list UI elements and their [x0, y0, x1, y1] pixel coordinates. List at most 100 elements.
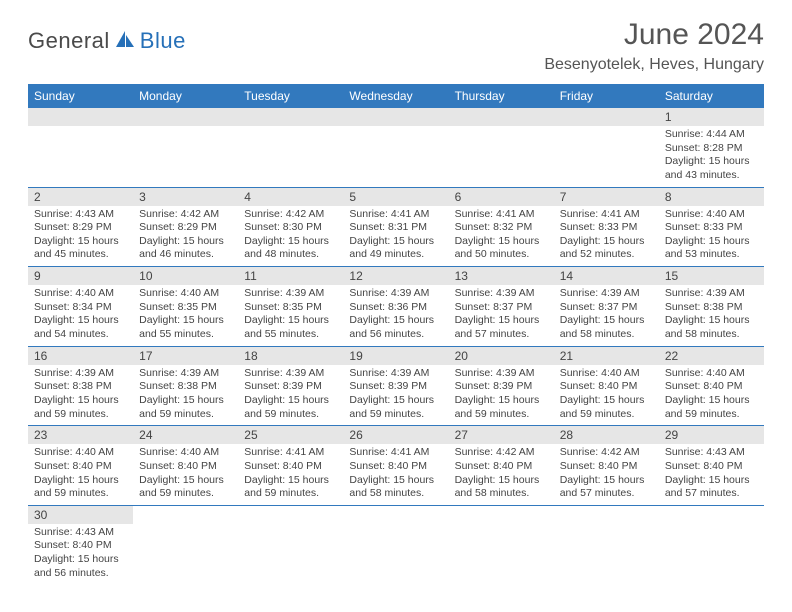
- day-number: 7: [554, 188, 659, 206]
- title-block: June 2024 Besenyotelek, Heves, Hungary: [544, 18, 764, 74]
- day-number: 22: [659, 347, 764, 365]
- day-details: Sunrise: 4:42 AMSunset: 8:40 PMDaylight:…: [449, 444, 554, 505]
- day-details: Sunrise: 4:39 AMSunset: 8:39 PMDaylight:…: [449, 365, 554, 426]
- weekday-header: Saturday: [659, 84, 764, 108]
- daylight-text: Daylight: 15 hours and 58 minutes.: [560, 314, 653, 341]
- sunset-text: Sunset: 8:29 PM: [139, 221, 232, 235]
- calendar-day-cell: 19Sunrise: 4:39 AMSunset: 8:39 PMDayligh…: [343, 346, 448, 426]
- day-details: Sunrise: 4:39 AMSunset: 8:38 PMDaylight:…: [28, 365, 133, 426]
- sunrise-text: Sunrise: 4:39 AM: [349, 367, 442, 381]
- calendar-day-cell: 8Sunrise: 4:40 AMSunset: 8:33 PMDaylight…: [659, 187, 764, 267]
- sunrise-text: Sunrise: 4:40 AM: [139, 446, 232, 460]
- daylight-text: Daylight: 15 hours and 58 minutes.: [349, 474, 442, 501]
- calendar-day-cell: [238, 108, 343, 187]
- calendar-week-row: 9Sunrise: 4:40 AMSunset: 8:34 PMDaylight…: [28, 267, 764, 347]
- calendar-day-cell: [133, 108, 238, 187]
- calendar-week-row: 30Sunrise: 4:43 AMSunset: 8:40 PMDayligh…: [28, 505, 764, 584]
- sunrise-text: Sunrise: 4:40 AM: [34, 287, 127, 301]
- sunset-text: Sunset: 8:29 PM: [34, 221, 127, 235]
- logo-text-blue: Blue: [140, 28, 186, 54]
- empty-day-header: [133, 108, 238, 126]
- calendar-day-cell: 17Sunrise: 4:39 AMSunset: 8:38 PMDayligh…: [133, 346, 238, 426]
- calendar-day-cell: 28Sunrise: 4:42 AMSunset: 8:40 PMDayligh…: [554, 426, 659, 506]
- sunset-text: Sunset: 8:40 PM: [665, 460, 758, 474]
- sunrise-text: Sunrise: 4:39 AM: [665, 287, 758, 301]
- day-number: 20: [449, 347, 554, 365]
- day-number: 30: [28, 506, 133, 524]
- sunrise-text: Sunrise: 4:41 AM: [560, 208, 653, 222]
- sunrise-text: Sunrise: 4:41 AM: [349, 208, 442, 222]
- day-details: Sunrise: 4:40 AMSunset: 8:34 PMDaylight:…: [28, 285, 133, 346]
- calendar-day-cell: 20Sunrise: 4:39 AMSunset: 8:39 PMDayligh…: [449, 346, 554, 426]
- daylight-text: Daylight: 15 hours and 58 minutes.: [455, 474, 548, 501]
- daylight-text: Daylight: 15 hours and 55 minutes.: [139, 314, 232, 341]
- sunrise-text: Sunrise: 4:39 AM: [139, 367, 232, 381]
- sunset-text: Sunset: 8:40 PM: [455, 460, 548, 474]
- sunrise-text: Sunrise: 4:40 AM: [665, 367, 758, 381]
- calendar-day-cell: [449, 505, 554, 584]
- daylight-text: Daylight: 15 hours and 56 minutes.: [349, 314, 442, 341]
- sunrise-text: Sunrise: 4:42 AM: [139, 208, 232, 222]
- calendar-week-row: 1Sunrise: 4:44 AMSunset: 8:28 PMDaylight…: [28, 108, 764, 187]
- calendar-day-cell: [343, 505, 448, 584]
- calendar-week-row: 2Sunrise: 4:43 AMSunset: 8:29 PMDaylight…: [28, 187, 764, 267]
- day-number: 26: [343, 426, 448, 444]
- day-number: 23: [28, 426, 133, 444]
- sunset-text: Sunset: 8:35 PM: [244, 301, 337, 315]
- sunrise-text: Sunrise: 4:39 AM: [34, 367, 127, 381]
- day-details: Sunrise: 4:41 AMSunset: 8:40 PMDaylight:…: [343, 444, 448, 505]
- calendar-day-cell: [554, 505, 659, 584]
- calendar-day-cell: 23Sunrise: 4:40 AMSunset: 8:40 PMDayligh…: [28, 426, 133, 506]
- sunrise-text: Sunrise: 4:39 AM: [244, 367, 337, 381]
- daylight-text: Daylight: 15 hours and 58 minutes.: [665, 314, 758, 341]
- sunrise-text: Sunrise: 4:41 AM: [244, 446, 337, 460]
- day-details: Sunrise: 4:42 AMSunset: 8:29 PMDaylight:…: [133, 206, 238, 267]
- day-details: Sunrise: 4:42 AMSunset: 8:30 PMDaylight:…: [238, 206, 343, 267]
- day-details: Sunrise: 4:40 AMSunset: 8:40 PMDaylight:…: [28, 444, 133, 505]
- daylight-text: Daylight: 15 hours and 59 minutes.: [349, 394, 442, 421]
- sunset-text: Sunset: 8:39 PM: [349, 380, 442, 394]
- calendar-week-row: 16Sunrise: 4:39 AMSunset: 8:38 PMDayligh…: [28, 346, 764, 426]
- calendar-day-cell: 4Sunrise: 4:42 AMSunset: 8:30 PMDaylight…: [238, 187, 343, 267]
- daylight-text: Daylight: 15 hours and 59 minutes.: [455, 394, 548, 421]
- calendar-day-cell: [343, 108, 448, 187]
- day-details: Sunrise: 4:40 AMSunset: 8:35 PMDaylight:…: [133, 285, 238, 346]
- sunrise-text: Sunrise: 4:40 AM: [665, 208, 758, 222]
- logo-text-general: General: [28, 28, 110, 54]
- sunrise-text: Sunrise: 4:40 AM: [34, 446, 127, 460]
- sunset-text: Sunset: 8:39 PM: [455, 380, 548, 394]
- calendar-day-cell: 5Sunrise: 4:41 AMSunset: 8:31 PMDaylight…: [343, 187, 448, 267]
- day-details: Sunrise: 4:39 AMSunset: 8:39 PMDaylight:…: [343, 365, 448, 426]
- day-details: Sunrise: 4:39 AMSunset: 8:35 PMDaylight:…: [238, 285, 343, 346]
- day-details: Sunrise: 4:40 AMSunset: 8:40 PMDaylight:…: [659, 365, 764, 426]
- sunrise-text: Sunrise: 4:42 AM: [244, 208, 337, 222]
- day-number: 28: [554, 426, 659, 444]
- day-number: 1: [659, 108, 764, 126]
- daylight-text: Daylight: 15 hours and 45 minutes.: [34, 235, 127, 262]
- daylight-text: Daylight: 15 hours and 46 minutes.: [139, 235, 232, 262]
- day-number: 11: [238, 267, 343, 285]
- sunrise-text: Sunrise: 4:43 AM: [34, 208, 127, 222]
- day-details: Sunrise: 4:39 AMSunset: 8:37 PMDaylight:…: [554, 285, 659, 346]
- day-number: 5: [343, 188, 448, 206]
- empty-day-header: [28, 108, 133, 126]
- day-number: 14: [554, 267, 659, 285]
- day-number: 24: [133, 426, 238, 444]
- calendar-day-cell: [659, 505, 764, 584]
- day-details: Sunrise: 4:42 AMSunset: 8:40 PMDaylight:…: [554, 444, 659, 505]
- day-number: 19: [343, 347, 448, 365]
- sunrise-text: Sunrise: 4:39 AM: [560, 287, 653, 301]
- sunset-text: Sunset: 8:38 PM: [139, 380, 232, 394]
- calendar-day-cell: 25Sunrise: 4:41 AMSunset: 8:40 PMDayligh…: [238, 426, 343, 506]
- day-number: 18: [238, 347, 343, 365]
- day-details: Sunrise: 4:39 AMSunset: 8:38 PMDaylight:…: [133, 365, 238, 426]
- calendar-day-cell: [449, 108, 554, 187]
- calendar-day-cell: 22Sunrise: 4:40 AMSunset: 8:40 PMDayligh…: [659, 346, 764, 426]
- daylight-text: Daylight: 15 hours and 59 minutes.: [665, 394, 758, 421]
- calendar-day-cell: 26Sunrise: 4:41 AMSunset: 8:40 PMDayligh…: [343, 426, 448, 506]
- day-details: Sunrise: 4:41 AMSunset: 8:33 PMDaylight:…: [554, 206, 659, 267]
- day-details: Sunrise: 4:39 AMSunset: 8:39 PMDaylight:…: [238, 365, 343, 426]
- sunrise-text: Sunrise: 4:43 AM: [34, 526, 127, 540]
- day-details: Sunrise: 4:39 AMSunset: 8:36 PMDaylight:…: [343, 285, 448, 346]
- day-number: 13: [449, 267, 554, 285]
